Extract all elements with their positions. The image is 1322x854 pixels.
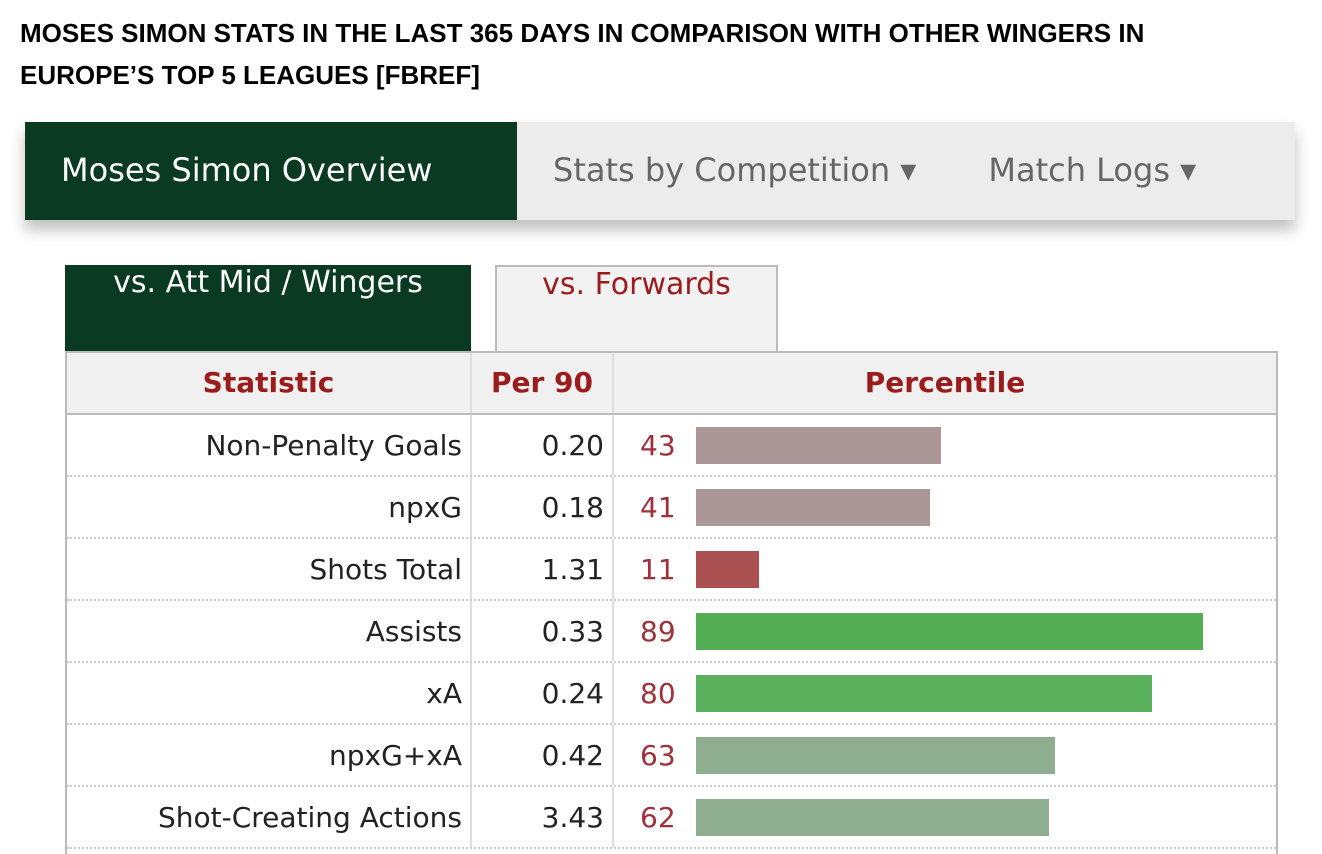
table-row: Shot-Creating Actions 3.43 62 — [67, 787, 1276, 849]
table-row: Shots Total 1.31 11 — [67, 539, 1276, 601]
percentile-cell: 41 — [614, 477, 1276, 537]
column-header: Per 90 — [472, 353, 614, 413]
per-90: 0.20 — [472, 415, 614, 475]
per-90: 0.33 — [472, 601, 614, 661]
stats-table: Statistic Per 90 Percentile Non-Penalty Goa… — [65, 351, 1278, 854]
per-90: 0.42 — [472, 725, 614, 785]
statistic: Non-Penalty Goals — [67, 415, 472, 475]
header-row: Statistic Per 90 Percentile — [67, 353, 1276, 415]
percentile-value: 89 — [640, 615, 676, 648]
subtab-active[interactable]: vs. Att Mid / Wingers — [65, 265, 471, 351]
percentile-cell: 89 — [614, 601, 1276, 661]
percentile-cell: 80 — [614, 663, 1276, 723]
per-90: 0.18 — [472, 477, 614, 537]
nav-tab[interactable]: Stats by Competition ▾ — [553, 151, 917, 189]
percentile-bar — [696, 799, 1050, 836]
column-header: Statistic — [67, 353, 472, 413]
statistic: npxG — [67, 477, 472, 537]
percentile-bar — [696, 427, 942, 464]
percentile-value: 62 — [640, 801, 676, 834]
percentile-value: 43 — [640, 429, 676, 462]
percentile-bar — [696, 551, 759, 588]
statistic: xA — [67, 663, 472, 723]
percentile-value: 41 — [640, 491, 676, 524]
statistic: Shot-Creating Actions — [67, 787, 472, 847]
table-row: Assists 0.33 89 — [67, 601, 1276, 663]
statistic: Shots Total — [67, 539, 472, 599]
statistic: npxG+xA — [67, 725, 472, 785]
table-row: npxG+xA 0.42 63 — [67, 725, 1276, 787]
percentile-cell: 43 — [614, 415, 1276, 475]
percentile-value: 63 — [640, 739, 676, 772]
per-90: 1.31 — [472, 539, 614, 599]
percentile-value: 80 — [640, 677, 676, 710]
subtab[interactable]: vs. Forwards — [495, 265, 778, 351]
column-header: Percentile — [864, 366, 1026, 399]
percentile-cell: 11 — [614, 539, 1276, 599]
percentile-bar — [696, 675, 1152, 712]
percentile-value: 11 — [640, 553, 676, 586]
nav-bar: Moses Simon Overview Stats by Competition… — [25, 122, 1295, 220]
per-90: 0.24 — [472, 663, 614, 723]
percentile-bar — [696, 613, 1204, 650]
title: MOSES SIMON STATS IN THE LAST 365 DAYS I… — [20, 18, 1145, 90]
table-row: xA 0.24 80 — [67, 663, 1276, 725]
statistic: Assists — [67, 601, 472, 661]
percentile-cell: 62 — [614, 787, 1276, 847]
percentile-bar — [696, 489, 930, 526]
per-90: 3.43 — [472, 787, 614, 847]
percentile-bar — [696, 737, 1056, 774]
nav-tab[interactable]: Moses Simon Overview — [25, 122, 517, 220]
nav-tab[interactable]: Match Logs ▾ — [988, 151, 1197, 189]
table-row: Non-Penalty Goals 0.20 43 — [67, 415, 1276, 477]
table-row: npxG 0.18 41 — [67, 477, 1276, 539]
percentile-cell: 63 — [614, 725, 1276, 785]
